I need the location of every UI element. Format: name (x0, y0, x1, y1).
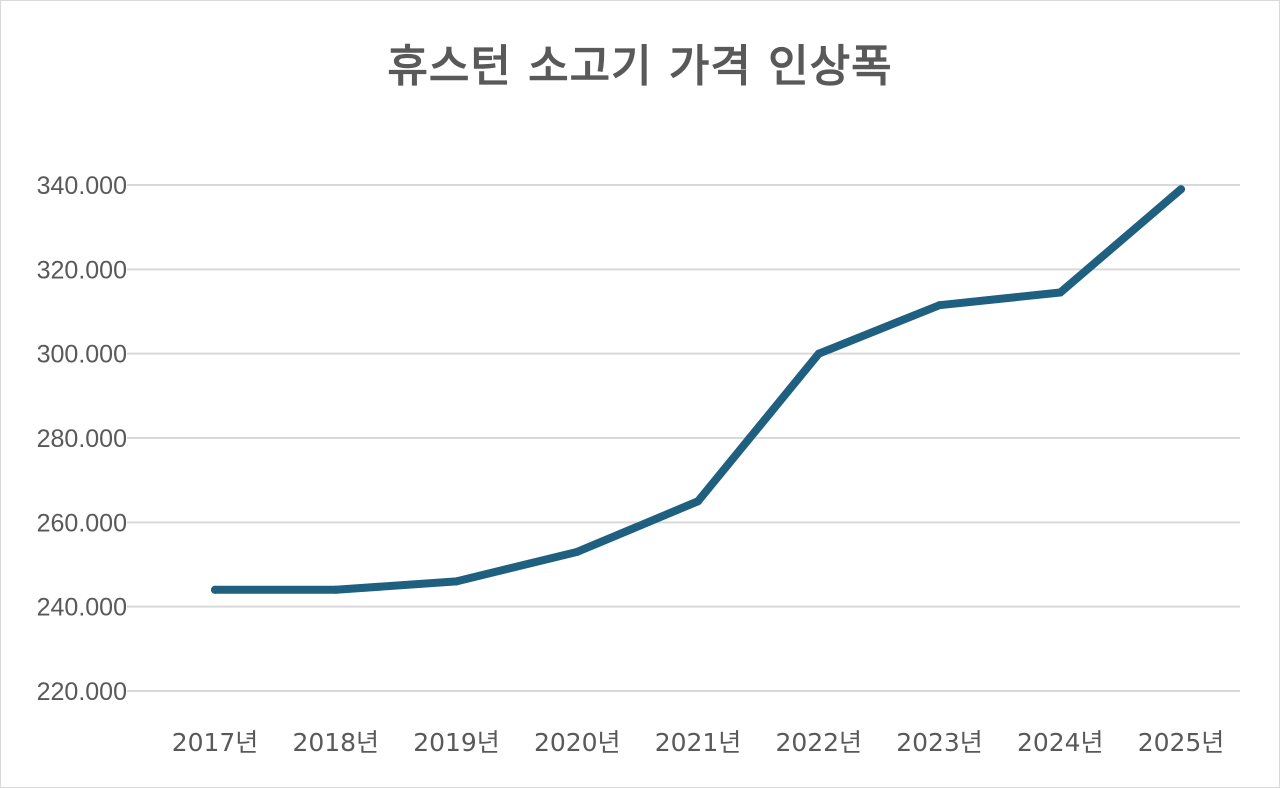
y-tick-label: 220.000 (37, 678, 127, 706)
y-tick-label: 280.000 (37, 425, 127, 453)
data-point (814, 349, 823, 358)
y-tick-label: 240.000 (37, 594, 127, 622)
data-point (331, 585, 340, 594)
y-axis-ticks: 340.000 320.000 300.000 280.000 260.000 240.0… (37, 172, 127, 706)
y-tick-label: 340.000 (37, 172, 127, 200)
data-point (452, 577, 461, 586)
x-tick-label: 2023년 (896, 728, 983, 757)
x-tick-label: 2022년 (775, 728, 862, 757)
x-tick-label: 2025년 (1138, 728, 1225, 757)
data-point (1177, 185, 1185, 194)
x-tick-label: 2017년 (172, 728, 259, 757)
data-point (694, 497, 702, 506)
y-tick-label: 300.000 (37, 341, 127, 369)
x-tick-label: 2018년 (292, 728, 379, 757)
x-axis-ticks: 2017년 2018년 2019년 2020년 2021년 2022년 2023년 2024년… (172, 728, 1225, 757)
data-point (211, 585, 219, 594)
series-line (211, 185, 1185, 594)
data-point (1056, 288, 1065, 297)
y-tick-label: 320.000 (37, 256, 127, 284)
data-point (935, 301, 944, 310)
y-tick-label: 260.000 (37, 509, 127, 537)
series-group (211, 185, 1185, 594)
x-tick-label: 2019년 (413, 728, 500, 757)
x-tick-label: 2024년 (1017, 728, 1104, 757)
data-point (573, 547, 582, 556)
chart-title: 휴스턴 소고기 가격 인상폭 (387, 41, 893, 92)
x-tick-label: 2021년 (655, 728, 742, 757)
gridlines (127, 184, 1240, 692)
x-tick-label: 2020년 (534, 728, 621, 757)
